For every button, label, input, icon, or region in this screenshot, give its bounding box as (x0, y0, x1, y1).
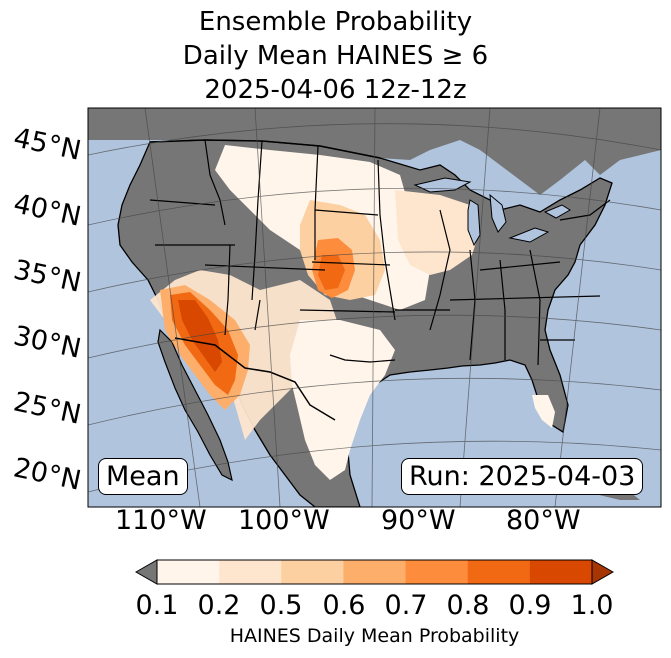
title-line-3: 2025-04-06 12z-12z (204, 75, 467, 105)
great-lakes (413, 177, 571, 247)
colorbar-tick: 0.5 (259, 590, 303, 621)
southwest-very-high-prob (178, 300, 222, 372)
colorbar-over-arrow (591, 559, 615, 585)
title-line-2: Daily Mean HAINES ≥ 6 (182, 41, 489, 71)
colorbar-tick: 0.1 (135, 590, 179, 621)
colorbar-cell (467, 560, 531, 584)
graticule (88, 108, 661, 507)
colorbar-tick: 0.8 (446, 590, 490, 621)
florida-low-prob (532, 395, 555, 428)
colorbar-under-arrow (134, 559, 158, 585)
plains-very-high-prob (318, 255, 345, 290)
colorbar-cell (281, 560, 344, 584)
colorbar-tick: 0.9 (508, 590, 552, 621)
colorbar-frame (156, 559, 593, 585)
mean-label-box: Mean (98, 458, 188, 495)
colorbar (134, 559, 615, 585)
lon-label-90w: 90°W (381, 505, 456, 536)
midwest-low-prob (395, 190, 480, 275)
colorbar-label: HAINES Daily Mean Probability (229, 625, 520, 647)
colorbar-cell (405, 560, 469, 584)
colorbar-cell (343, 560, 407, 584)
probability-shading (150, 145, 555, 480)
texas-low-prob (290, 320, 395, 480)
colorbar-tick: 1.0 (570, 590, 614, 621)
colorbar-tick: 0.7 (384, 590, 428, 621)
lon-label-100w: 100°W (238, 505, 330, 536)
colorbar-cell (529, 560, 593, 584)
title-line-1: Ensemble Probability (198, 7, 473, 37)
colorbar-tick: 0.2 (197, 590, 241, 621)
lon-label-110w: 110°W (115, 505, 207, 536)
colorbar-tick: 0.6 (322, 590, 366, 621)
baja-land (157, 328, 233, 482)
lon-label-80w: 80°W (506, 505, 581, 536)
colorbar-cell (219, 560, 282, 584)
country-borders (149, 139, 381, 421)
colorbar-cell (157, 560, 220, 584)
map-frame (87, 107, 662, 508)
run-date-box: Run: 2025-04-03 (401, 458, 644, 495)
state-borders (149, 139, 611, 366)
